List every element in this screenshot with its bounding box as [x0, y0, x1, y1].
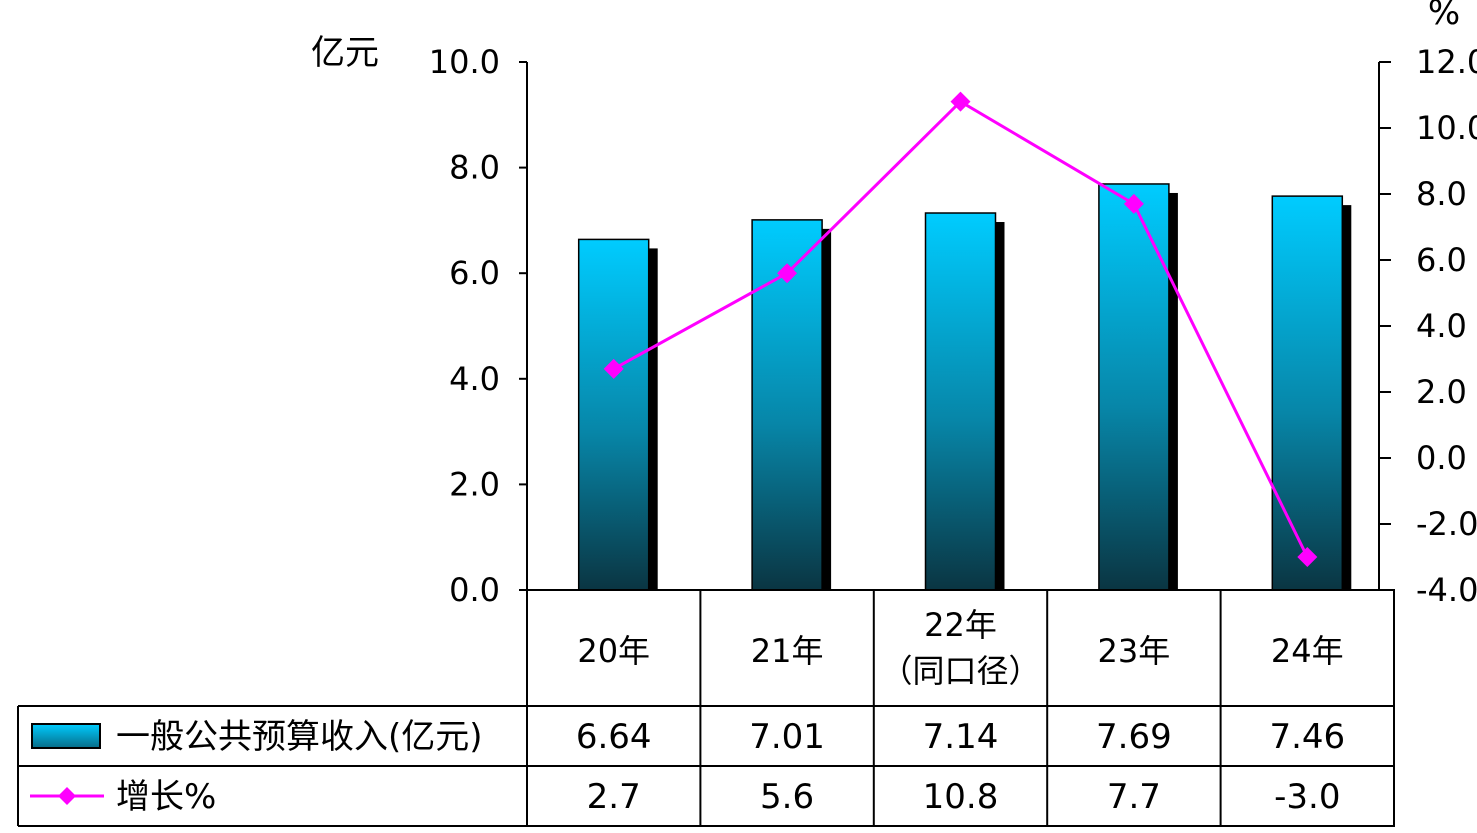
category-label: 20年	[577, 632, 650, 670]
left-axis-unit: 亿元	[311, 33, 379, 73]
right-tick-label: -4.0	[1416, 571, 1477, 609]
revenue-value-cell: 6.64	[576, 717, 652, 757]
legend-bar-swatch	[31, 723, 101, 749]
left-axis-ticks: 0.0 2.0 4.0 6.0 8.0 10.0	[429, 43, 527, 609]
left-tick-label: 4.0	[449, 360, 500, 398]
right-tick-label: 12.0	[1416, 43, 1477, 81]
bar-series	[577, 183, 1352, 591]
right-tick-label: 8.0	[1416, 175, 1467, 213]
growth-value-cell: 5.6	[760, 777, 814, 817]
right-axis-unit: %	[1428, 0, 1460, 33]
line-point-marker	[1297, 547, 1318, 567]
line-point-marker	[777, 263, 798, 284]
category-label: 23年	[1098, 632, 1171, 670]
growth-value-cell: 10.8	[923, 777, 999, 817]
bar	[1271, 195, 1344, 591]
right-tick-label: 10.0	[1416, 109, 1477, 147]
left-tick-label: 0.0	[449, 571, 500, 609]
left-tick-label: 6.0	[449, 254, 500, 292]
bar	[577, 238, 650, 591]
line-series	[603, 91, 1318, 567]
left-tick-label: 2.0	[449, 465, 500, 503]
right-axis-ticks: -4.0 -2.0 0.0 2.0 4.0 6.0 8.0 10.0 12.0	[1379, 43, 1477, 609]
revenue-value-cell: 7.69	[1096, 717, 1172, 757]
line-point-marker	[950, 91, 971, 112]
category-label: 24年	[1271, 632, 1344, 670]
revenue-value-cell: 7.01	[749, 717, 825, 757]
line-point-marker	[1123, 193, 1144, 214]
left-tick-label: 8.0	[449, 149, 500, 187]
revenue-value-cell: 7.14	[923, 717, 999, 757]
revenue-value-cell: 7.46	[1269, 717, 1345, 757]
category-label: 21年	[751, 632, 824, 670]
line-point-marker	[603, 358, 624, 379]
category-label: 22年（同口径）	[880, 606, 1040, 690]
bar	[924, 212, 997, 591]
legend-line-label: 增长%	[116, 777, 216, 817]
right-tick-label: 0.0	[1416, 439, 1467, 477]
legend-line-marker	[58, 787, 76, 805]
legend-bar-label: 一般公共预算收入(亿元)	[116, 717, 483, 757]
bar	[1098, 183, 1170, 591]
right-tick-label: 4.0	[1416, 307, 1467, 345]
right-tick-label: 6.0	[1416, 241, 1467, 279]
left-tick-label: 10.0	[429, 43, 500, 81]
bar	[751, 219, 823, 591]
growth-value-cell: 7.7	[1107, 777, 1161, 817]
growth-value-cell: -3.0	[1274, 777, 1340, 817]
growth-value-cell: 2.7	[587, 777, 641, 817]
right-tick-label: 2.0	[1416, 373, 1467, 411]
right-tick-label: -2.0	[1416, 505, 1477, 543]
